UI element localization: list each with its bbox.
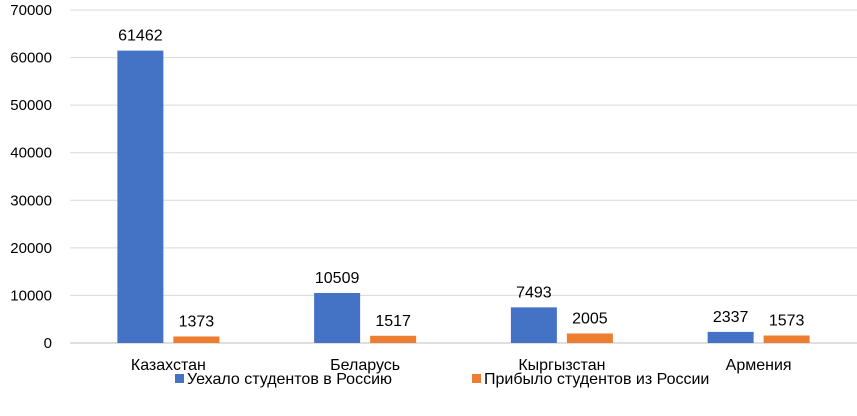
legend-swatch [472, 374, 481, 383]
data-label: 1373 [179, 313, 215, 330]
data-label: 7493 [516, 284, 552, 301]
category-label: Армения [726, 357, 792, 374]
bar-arrived-2 [566, 333, 613, 343]
y-tick-label: 70000 [10, 2, 52, 19]
x-axis-category-labels: Казахстан Беларусь Кыргызстан Армения [131, 357, 792, 374]
y-tick-label: 0 [44, 335, 52, 352]
y-tick-label: 60000 [10, 50, 52, 67]
bar-arrived-1 [370, 335, 417, 343]
y-axis-tick-labels: 0 10000 20000 30000 40000 50000 60000 70000 [10, 2, 52, 352]
data-label: 61462 [118, 28, 163, 45]
bar-departed-2 [510, 307, 557, 343]
category-label: Беларусь [330, 357, 400, 374]
data-label: 2337 [713, 309, 749, 326]
y-tick-label: 30000 [10, 192, 52, 209]
bar-arrived-3 [763, 335, 810, 343]
y-tick-label: 20000 [10, 240, 52, 257]
data-label: 10509 [315, 270, 360, 287]
y-tick-label: 50000 [10, 97, 52, 114]
bars [117, 50, 810, 343]
data-label: 1573 [769, 313, 805, 330]
legend: Уехало студентов в Россию Прибыло студент… [175, 371, 709, 388]
gridlines [70, 9, 857, 344]
bar-departed-1 [314, 293, 361, 343]
y-tick-label: 40000 [10, 145, 52, 162]
data-label: 1517 [375, 313, 411, 330]
category-label: Кыргызстан [518, 357, 605, 374]
bar-departed-3 [707, 331, 754, 343]
category-label: Казахстан [131, 357, 206, 374]
legend-label: Уехало студентов в Россию [187, 371, 392, 388]
data-labels: 61462 1373 10509 1517 7493 2005 2337 1573 [118, 28, 804, 331]
data-label: 2005 [572, 310, 608, 327]
bar-departed-0 [117, 50, 164, 343]
legend-swatch [175, 374, 184, 383]
y-tick-label: 10000 [10, 287, 52, 304]
bar-arrived-0 [173, 336, 220, 343]
legend-label: Прибыло студентов из России [484, 371, 709, 388]
